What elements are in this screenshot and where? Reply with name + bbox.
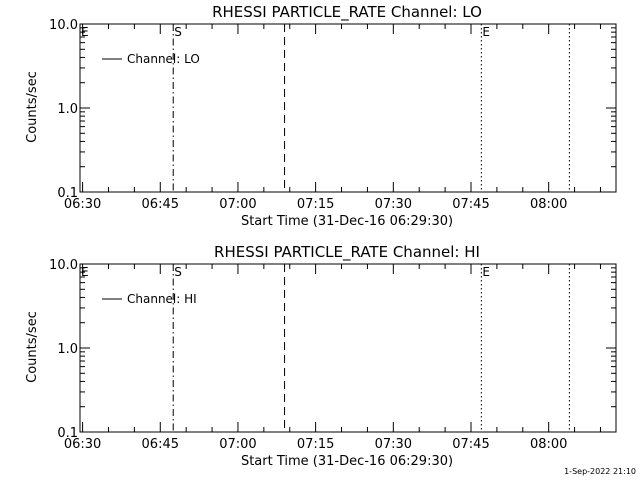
- x-tick-label: 07:45: [452, 437, 489, 452]
- x-tick-label: 07:30: [375, 197, 412, 212]
- x-tick-label: 06:30: [64, 437, 101, 452]
- y-tick-label: 1.0: [57, 102, 78, 117]
- footer-timestamp: 1-Sep-2022 21:10: [564, 467, 636, 476]
- y-axis-label: Counts/sec: [25, 71, 40, 143]
- x-tick-label: 06:45: [142, 437, 179, 452]
- x-tick-label: 07:15: [297, 197, 334, 212]
- legend: Channel: HI: [102, 292, 197, 306]
- time-marker-label: S: [174, 265, 182, 279]
- legend: Channel: LO: [102, 52, 200, 66]
- plot-panel-lo: RHESSI PARTICLE_RATE Channel: LO Start T…: [25, 3, 617, 229]
- plot-frame: [79, 263, 617, 433]
- x-tick-label: 08:00: [530, 197, 567, 212]
- y-tick-label: 0.1: [57, 426, 78, 441]
- x-tick-label: 07:00: [219, 197, 256, 212]
- plot-frame: [79, 23, 617, 193]
- plot-title: RHESSI PARTICLE_RATE Channel: LO: [212, 3, 482, 22]
- plot-panel-hi: RHESSI PARTICLE_RATE Channel: HI Start T…: [25, 243, 617, 469]
- y-tick-label: 10.0: [49, 18, 78, 33]
- x-tick-label: 08:00: [530, 437, 567, 452]
- x-axis-label: Start Time (31-Dec-16 06:29:30): [241, 214, 453, 229]
- time-marker-label: E: [482, 265, 490, 279]
- x-tick-label: 06:30: [64, 197, 101, 212]
- legend-label-lo: Channel: LO: [127, 52, 200, 66]
- x-tick-label: 07:30: [375, 437, 412, 452]
- time-marker-label: S: [174, 25, 182, 39]
- plot-title: RHESSI PARTICLE_RATE Channel: HI: [214, 243, 480, 262]
- x-tick-label: 06:45: [142, 197, 179, 212]
- legend-label-hi: Channel: HI: [127, 292, 197, 306]
- y-tick-label: 0.1: [57, 186, 78, 201]
- x-axis-label: Start Time (31-Dec-16 06:29:30): [241, 454, 453, 469]
- x-tick-label: 07:15: [297, 437, 334, 452]
- time-marker-label: E: [81, 25, 89, 39]
- y-axis-label: Counts/sec: [25, 311, 40, 383]
- time-marker-label: E: [482, 25, 490, 39]
- x-tick-label: 07:00: [219, 437, 256, 452]
- y-tick-label: 1.0: [57, 342, 78, 357]
- y-tick-label: 10.0: [49, 258, 78, 273]
- x-tick-label: 07:45: [452, 197, 489, 212]
- time-marker-label: E: [81, 265, 89, 279]
